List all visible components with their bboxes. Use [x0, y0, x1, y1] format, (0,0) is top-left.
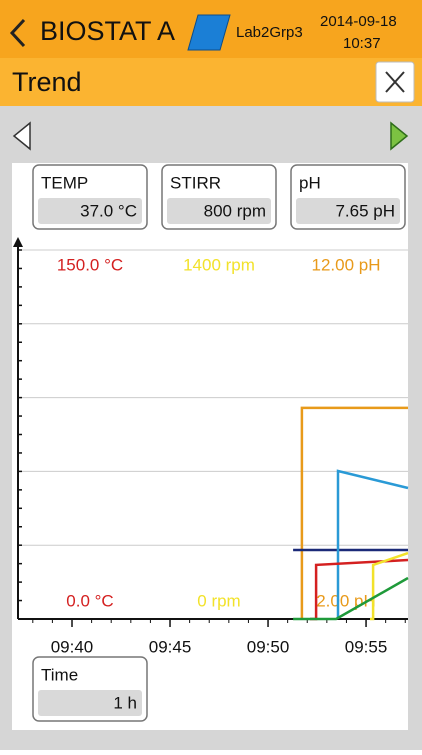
scale-max-label: 1400 rpm — [183, 255, 255, 274]
time-window-label: Time — [41, 665, 78, 684]
x-tick-label: 09:50 — [247, 637, 290, 656]
status-icon — [187, 14, 231, 51]
scale-min-label: 0 rpm — [197, 591, 240, 610]
time-window-value: 1 h — [113, 693, 137, 712]
readout-value: 37.0 °C — [80, 201, 137, 220]
readout-field — [296, 198, 400, 224]
readout-label: STIRR — [170, 173, 221, 192]
panel-bar — [0, 58, 422, 106]
readout-value: 7.65 pH — [335, 201, 395, 220]
series-line — [370, 551, 409, 621]
close-icon — [385, 71, 405, 93]
series-line — [300, 406, 408, 619]
y-axis-arrow — [13, 237, 23, 247]
time-window-field — [38, 690, 142, 716]
series-line — [336, 469, 409, 619]
clock: 10:37 — [343, 35, 381, 52]
back-button[interactable] — [9, 18, 26, 48]
panel-title: Trend — [12, 67, 82, 97]
device-title: BIOSTAT A — [40, 16, 175, 46]
date: 2014-09-18 — [320, 13, 397, 30]
next-button[interactable] — [390, 121, 409, 151]
scale-max-label: 150.0 °C — [57, 255, 123, 274]
readout-field — [38, 198, 142, 224]
x-tick-label: 09:45 — [149, 637, 192, 656]
prev-button[interactable] — [12, 121, 31, 151]
readout-field — [167, 198, 271, 224]
chart-panel — [12, 163, 408, 730]
readout-label: TEMP — [41, 173, 88, 192]
x-tick-label: 09:55 — [345, 637, 388, 656]
user-name: Lab2Grp3 — [236, 24, 303, 41]
readout-label: pH — [299, 173, 321, 192]
scale-max-label: 12.00 pH — [312, 255, 381, 274]
scale-min-label: 0.0 °C — [66, 591, 113, 610]
series-line — [293, 576, 409, 621]
readout-value: 800 rpm — [204, 201, 266, 220]
x-tick-label: 09:40 — [51, 637, 94, 656]
